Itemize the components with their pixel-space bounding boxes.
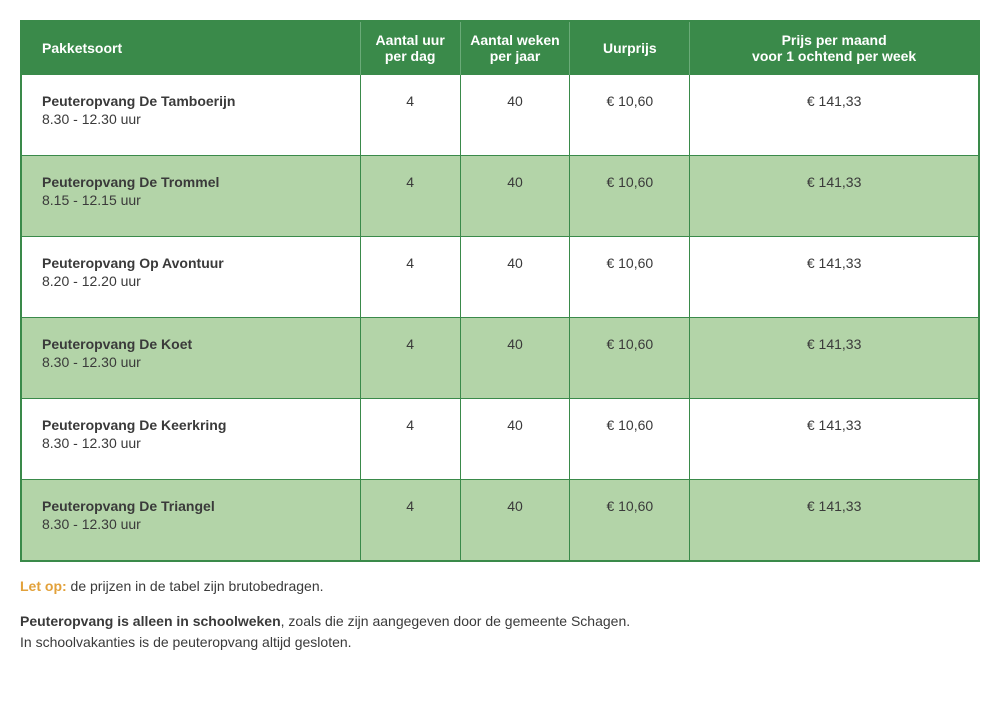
schoolweken-bold: Peuteropvang is alleen in schoolweken — [20, 613, 281, 629]
package-name: Peuteropvang De Koet — [42, 336, 352, 352]
cell-hours: 4 — [360, 318, 460, 399]
note-schoolweken: Peuteropvang is alleen in schoolweken, z… — [20, 611, 980, 653]
cell-price: € 141,33 — [690, 480, 979, 562]
col-uurprijs: Uurprijs — [570, 21, 690, 75]
cell-weeks: 40 — [460, 156, 570, 237]
col-pakketsoort: Pakketsoort — [21, 21, 360, 75]
notes-block: Let op: de prijzen in de tabel zijn brut… — [20, 576, 980, 653]
cell-pakketsoort: Peuteropvang De Trommel 8.15 - 12.15 uur — [21, 156, 360, 237]
cell-price: € 141,33 — [690, 156, 979, 237]
package-time: 8.20 - 12.20 uur — [42, 273, 352, 289]
cell-pakketsoort: Peuteropvang De Tamboerijn 8.30 - 12.30 u… — [21, 75, 360, 156]
cell-hours: 4 — [360, 399, 460, 480]
cell-hours: 4 — [360, 75, 460, 156]
cell-weeks: 40 — [460, 480, 570, 562]
cell-pakketsoort: Peuteropvang De Koet 8.30 - 12.30 uur — [21, 318, 360, 399]
schoolweken-rest: , zoals die zijn aangegeven door de geme… — [281, 613, 630, 629]
col-prijs-maand: Prijs per maand voor 1 ochtend per week — [690, 21, 979, 75]
cell-rate: € 10,60 — [570, 156, 690, 237]
cell-price: € 141,33 — [690, 75, 979, 156]
table-row: Peuteropvang De Triangel 8.30 - 12.30 uur… — [21, 480, 979, 562]
cell-rate: € 10,60 — [570, 318, 690, 399]
cell-pakketsoort: Peuteropvang De Triangel 8.30 - 12.30 uur — [21, 480, 360, 562]
cell-weeks: 40 — [460, 75, 570, 156]
cell-weeks: 40 — [460, 237, 570, 318]
package-time: 8.30 - 12.30 uur — [42, 435, 352, 451]
package-time: 8.30 - 12.30 uur — [42, 111, 352, 127]
cell-price: € 141,33 — [690, 399, 979, 480]
package-name: Peuteropvang De Tamboerijn — [42, 93, 352, 109]
letop-label: Let op: — [20, 578, 67, 594]
col-aantal-uur: Aantal uur per dag — [360, 21, 460, 75]
pricing-table: Pakketsoort Aantal uur per dag Aantal we… — [20, 20, 980, 562]
package-time: 8.30 - 12.30 uur — [42, 516, 352, 532]
cell-rate: € 10,60 — [570, 237, 690, 318]
package-name: Peuteropvang De Triangel — [42, 498, 352, 514]
col-aantal-weken: Aantal weken per jaar — [460, 21, 570, 75]
table-row: Peuteropvang De Trommel 8.15 - 12.15 uur 4… — [21, 156, 979, 237]
package-time: 8.30 - 12.30 uur — [42, 354, 352, 370]
cell-hours: 4 — [360, 156, 460, 237]
note-letop: Let op: de prijzen in de tabel zijn brut… — [20, 576, 980, 597]
cell-rate: € 10,60 — [570, 399, 690, 480]
cell-price: € 141,33 — [690, 318, 979, 399]
schoolvakanties-line: In schoolvakanties is de peuteropvang al… — [20, 634, 352, 650]
letop-text: de prijzen in de tabel zijn brutobedrage… — [67, 578, 324, 594]
table-header: Pakketsoort Aantal uur per dag Aantal we… — [21, 21, 979, 75]
table-row: Peuteropvang Op Avontuur 8.20 - 12.20 uur… — [21, 237, 979, 318]
cell-hours: 4 — [360, 237, 460, 318]
cell-pakketsoort: Peuteropvang Op Avontuur 8.20 - 12.20 uur — [21, 237, 360, 318]
cell-rate: € 10,60 — [570, 480, 690, 562]
cell-rate: € 10,60 — [570, 75, 690, 156]
table-row: Peuteropvang De Tamboerijn 8.30 - 12.30 u… — [21, 75, 979, 156]
package-name: Peuteropvang De Keerkring — [42, 417, 352, 433]
cell-weeks: 40 — [460, 318, 570, 399]
package-time: 8.15 - 12.15 uur — [42, 192, 352, 208]
cell-weeks: 40 — [460, 399, 570, 480]
table-row: Peuteropvang De Keerkring 8.30 - 12.30 uu… — [21, 399, 979, 480]
cell-pakketsoort: Peuteropvang De Keerkring 8.30 - 12.30 uu… — [21, 399, 360, 480]
table-row: Peuteropvang De Koet8.30 - 12.30 uur440€… — [21, 318, 979, 399]
cell-hours: 4 — [360, 480, 460, 562]
cell-price: € 141,33 — [690, 237, 979, 318]
package-name: Peuteropvang De Trommel — [42, 174, 352, 190]
package-name: Peuteropvang Op Avontuur — [42, 255, 352, 271]
table-body: Peuteropvang De Tamboerijn 8.30 - 12.30 u… — [21, 75, 979, 562]
